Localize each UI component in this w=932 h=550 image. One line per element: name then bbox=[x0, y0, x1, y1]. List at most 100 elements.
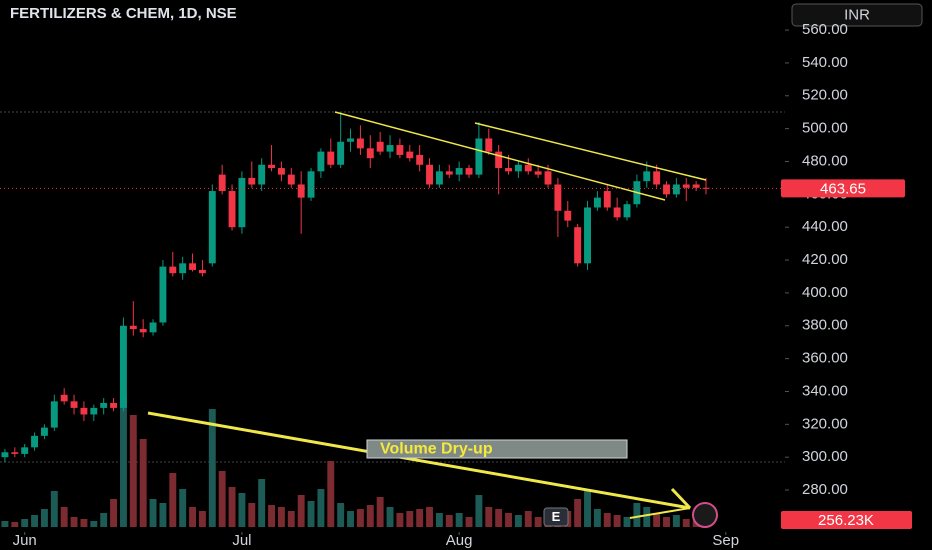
volume-bar bbox=[534, 517, 542, 527]
volume-bar bbox=[347, 511, 354, 527]
x-tick-label: Jun bbox=[13, 532, 37, 549]
volume-bar bbox=[50, 491, 58, 527]
volume-bar bbox=[129, 415, 137, 527]
candle-body bbox=[60, 394, 68, 402]
candle-body bbox=[366, 148, 374, 159]
volume-bar bbox=[149, 499, 157, 527]
y-tick-label: 520.00 bbox=[802, 87, 848, 104]
volume-bar bbox=[100, 513, 108, 527]
candle-body bbox=[406, 151, 414, 159]
volume-bar bbox=[623, 517, 631, 527]
volume-bar bbox=[643, 507, 651, 527]
volume-bar bbox=[574, 499, 582, 527]
volume-bar bbox=[435, 513, 443, 527]
volume-bar bbox=[593, 509, 601, 527]
candle-body bbox=[327, 151, 335, 165]
candle-body bbox=[208, 191, 216, 264]
last-price-label: 463.65 bbox=[820, 180, 866, 197]
volume-bar bbox=[426, 507, 433, 527]
candle-body bbox=[110, 402, 118, 408]
candle-body bbox=[485, 138, 493, 152]
candle-body bbox=[475, 138, 483, 175]
trend-line bbox=[147, 411, 691, 510]
candle-body bbox=[554, 184, 562, 211]
alert-icon[interactable] bbox=[692, 502, 718, 528]
candle-body bbox=[129, 325, 137, 330]
y-tick-label: 560.00 bbox=[802, 21, 848, 38]
candle-body bbox=[603, 191, 611, 208]
y-tick-label: 340.00 bbox=[802, 382, 848, 399]
candle-body bbox=[495, 151, 503, 169]
volume-bar bbox=[119, 395, 127, 527]
event-box[interactable] bbox=[543, 507, 569, 527]
last-volume-box bbox=[781, 511, 912, 529]
volume-bar bbox=[228, 487, 236, 527]
candle-body bbox=[100, 402, 108, 408]
candle-body bbox=[268, 164, 275, 169]
candle-body bbox=[416, 154, 424, 165]
volume-bar bbox=[40, 509, 48, 527]
candle-body bbox=[465, 168, 473, 175]
volume-bar bbox=[169, 473, 177, 527]
candle-body bbox=[534, 171, 542, 175]
candle-body bbox=[238, 177, 246, 228]
volume-bar bbox=[70, 517, 78, 527]
volume-bar bbox=[317, 489, 325, 527]
candle-body bbox=[505, 168, 512, 172]
arrow-head bbox=[629, 507, 691, 519]
volume-bar bbox=[80, 519, 88, 527]
candle-body bbox=[277, 168, 285, 175]
candle-body bbox=[435, 171, 443, 185]
candle-body bbox=[189, 263, 197, 270]
candle-body bbox=[692, 184, 700, 188]
y-tick-label: 320.00 bbox=[802, 415, 848, 432]
volume-bar bbox=[613, 515, 621, 527]
x-tick-label: Sep bbox=[712, 532, 739, 549]
volume-bar bbox=[11, 522, 19, 527]
candle-body bbox=[50, 401, 58, 428]
volume-bar bbox=[139, 439, 147, 527]
candle-body bbox=[426, 164, 433, 185]
currency-button[interactable] bbox=[791, 3, 923, 27]
volume-bar bbox=[505, 513, 512, 527]
annotation-box bbox=[366, 439, 628, 459]
y-tick-label: 440.00 bbox=[802, 218, 848, 235]
volume-bar bbox=[603, 513, 611, 527]
volume-bar bbox=[653, 513, 661, 527]
volume-bar bbox=[495, 509, 503, 527]
volume-bar bbox=[327, 461, 335, 527]
candle-body bbox=[119, 325, 127, 408]
candle-body bbox=[11, 452, 19, 454]
volume-bar bbox=[485, 507, 493, 527]
candle-body bbox=[702, 187, 710, 189]
candle-body bbox=[169, 266, 177, 274]
y-tick-label: 300.00 bbox=[802, 448, 848, 465]
volume-bar bbox=[179, 489, 187, 527]
volume-bar bbox=[268, 505, 275, 527]
volume-bar bbox=[189, 507, 197, 527]
candle-body bbox=[31, 435, 39, 448]
x-tick-label: Jul bbox=[232, 532, 251, 549]
candle-body bbox=[248, 177, 256, 185]
y-tick-label: 540.00 bbox=[802, 54, 848, 71]
currency-label[interactable]: INR bbox=[844, 6, 870, 23]
candle-body bbox=[149, 322, 157, 333]
candle-body bbox=[376, 141, 384, 152]
volume-bar bbox=[238, 493, 246, 527]
volume-bar bbox=[465, 517, 473, 527]
candle-body bbox=[643, 171, 651, 182]
candle-body bbox=[514, 164, 522, 172]
candle-body bbox=[445, 171, 453, 175]
candle-body bbox=[258, 164, 266, 185]
volume-bar bbox=[584, 489, 591, 527]
volume-bar bbox=[416, 509, 424, 527]
volume-bar bbox=[258, 479, 266, 527]
candle-body bbox=[682, 184, 690, 188]
candle-body bbox=[80, 407, 88, 415]
volume-bar bbox=[524, 511, 532, 527]
volume-bar bbox=[337, 503, 345, 527]
volume-bar bbox=[663, 517, 670, 527]
volume-bar bbox=[287, 511, 295, 527]
event-marker[interactable]: E bbox=[552, 509, 561, 524]
volume-bar bbox=[21, 519, 29, 527]
